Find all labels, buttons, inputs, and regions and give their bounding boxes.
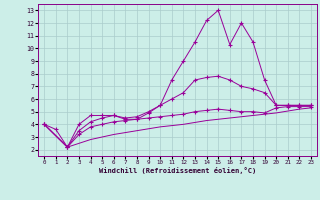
X-axis label: Windchill (Refroidissement éolien,°C): Windchill (Refroidissement éolien,°C) <box>99 167 256 174</box>
